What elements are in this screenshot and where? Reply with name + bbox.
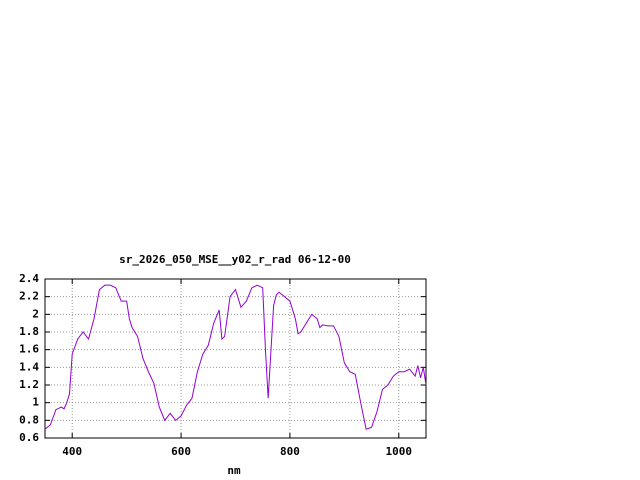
y-tick-label: 1.6 — [19, 343, 39, 356]
y-tick-label: 2.4 — [19, 272, 39, 285]
plot-border — [44, 278, 427, 439]
x-axis-label: nm — [227, 464, 241, 477]
y-tick-label: 1.2 — [19, 378, 39, 391]
y-tick-label: 2 — [32, 307, 39, 320]
y-tick-label: 1 — [32, 396, 39, 409]
y-tick-label: 1.4 — [19, 360, 39, 373]
y-tick-label: 2.2 — [19, 290, 39, 303]
x-tick-label: 1000 — [386, 445, 413, 458]
y-tick-label: 1.8 — [19, 325, 39, 338]
x-tick-label: 800 — [280, 445, 300, 458]
y-tick-label: 0.6 — [19, 431, 39, 444]
x-tick-label: 400 — [62, 445, 82, 458]
data-line — [44, 284, 427, 430]
x-tick-label: 600 — [171, 445, 191, 458]
chart-title: sr_2026_050_MSE__y02_r_rad 06-12-00 — [119, 253, 351, 266]
y-tick-label: 0.8 — [19, 413, 39, 426]
